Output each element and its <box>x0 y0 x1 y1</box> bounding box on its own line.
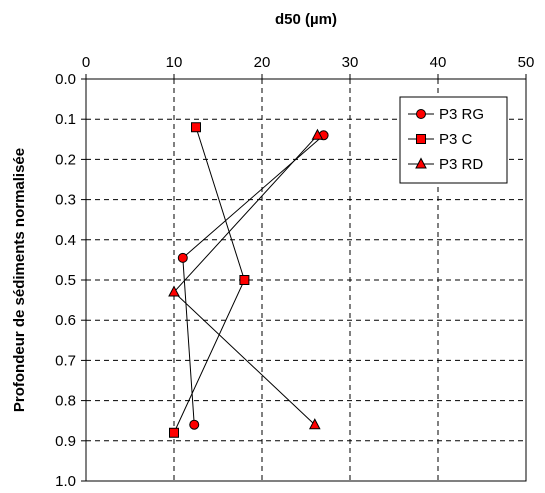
legend: P3 RG P3 C P3 RD <box>399 96 508 184</box>
data-point-2-0 <box>311 128 324 140</box>
legend-item-2: P3 RD <box>408 156 483 173</box>
y-tick-label-4: 0.4 <box>55 232 76 249</box>
axes: 0 10 20 30 40 50 0.0 0.1 0.2 0.3 0.4 0.5 0.6 0.7 0.8 0.… <box>55 54 534 490</box>
legend-label-1: P3 C <box>439 131 473 148</box>
legend-item-0: P3 RG <box>408 106 484 123</box>
x-tick-label-0: 0 <box>82 54 90 71</box>
x-tick-label-1: 10 <box>166 54 183 71</box>
legend-marker-1 <box>416 134 426 144</box>
series-triangle <box>168 128 324 430</box>
x-tick-label-5: 50 <box>518 54 535 71</box>
legend-label-2: P3 RD <box>439 156 483 173</box>
data-point-2-2 <box>308 418 321 430</box>
y-tick-label-5: 0.5 <box>55 272 76 289</box>
legend-item-1: P3 C <box>408 131 473 148</box>
y-axis-title: Profondeur de sédiments normalisée <box>11 148 28 412</box>
y-tick-label-6: 0.6 <box>55 312 76 329</box>
x-tick-label-2: 20 <box>254 54 271 71</box>
y-tick-label-1: 0.1 <box>55 111 76 128</box>
series-square <box>169 122 250 438</box>
data-point-2-1 <box>168 285 180 297</box>
data-point-1-0 <box>191 122 201 133</box>
x-axis-title: d50 (µm) <box>275 11 337 28</box>
y-tick-label-9: 0.9 <box>55 433 76 450</box>
data-point-0-2 <box>189 419 200 430</box>
y-tick-label-10: 1.0 <box>55 473 76 490</box>
grid-lines <box>86 79 526 481</box>
x-tick-label-4: 40 <box>430 54 447 71</box>
data-point-0-1 <box>177 252 188 263</box>
y-tick-label-2: 0.2 <box>55 151 76 168</box>
legend-marker-2 <box>415 157 427 169</box>
y-tick-label-7: 0.7 <box>55 352 76 369</box>
y-tick-label-0: 0.0 <box>55 71 76 88</box>
data-point-1-1 <box>239 275 250 285</box>
legend-label-0: P3 RG <box>439 106 484 123</box>
y-tick-label-8: 0.8 <box>55 393 76 410</box>
legend-marker-0 <box>416 109 426 119</box>
data-point-1-2 <box>169 427 179 438</box>
data-series <box>168 122 329 438</box>
y-tick-label-3: 0.3 <box>55 192 76 209</box>
x-tick-label-3: 30 <box>342 54 359 71</box>
